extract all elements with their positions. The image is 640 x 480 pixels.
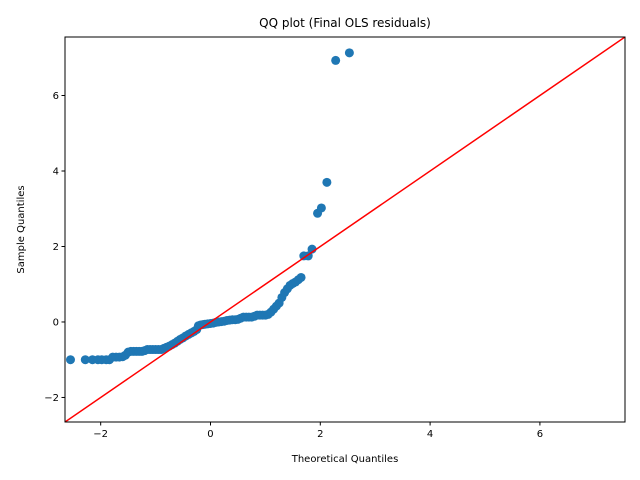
- x-axis-label: Theoretical Quantiles: [291, 454, 399, 465]
- x-tick-label: 2: [317, 429, 323, 440]
- data-point: [322, 177, 332, 187]
- data-point: [331, 55, 341, 65]
- y-tick-label: 6: [53, 91, 59, 102]
- y-tick-label: 2: [53, 242, 59, 253]
- x-tick-label: −2: [93, 429, 108, 440]
- data-points: [65, 48, 354, 365]
- y-tick-label: 0: [53, 317, 59, 328]
- data-point: [80, 355, 90, 365]
- data-point: [316, 203, 326, 213]
- y-axis-ticks: −2 0 2 4 6: [44, 91, 65, 404]
- y-tick-label: −2: [44, 393, 59, 404]
- x-tick-label: 6: [537, 429, 543, 440]
- plot-frame: [64, 36, 626, 423]
- x-tick-label: 4: [427, 429, 433, 440]
- data-point: [65, 355, 75, 365]
- y-tick-label: 4: [53, 166, 59, 177]
- chart-title: QQ plot (Final OLS residuals): [259, 16, 431, 30]
- x-tick-label: 0: [207, 429, 213, 440]
- data-point: [344, 48, 354, 58]
- data-point: [296, 272, 306, 282]
- x-axis-ticks: −2 0 2 4 6: [93, 422, 543, 440]
- reference-line: [65, 37, 625, 422]
- y-axis-label: Sample Quantiles: [16, 185, 27, 273]
